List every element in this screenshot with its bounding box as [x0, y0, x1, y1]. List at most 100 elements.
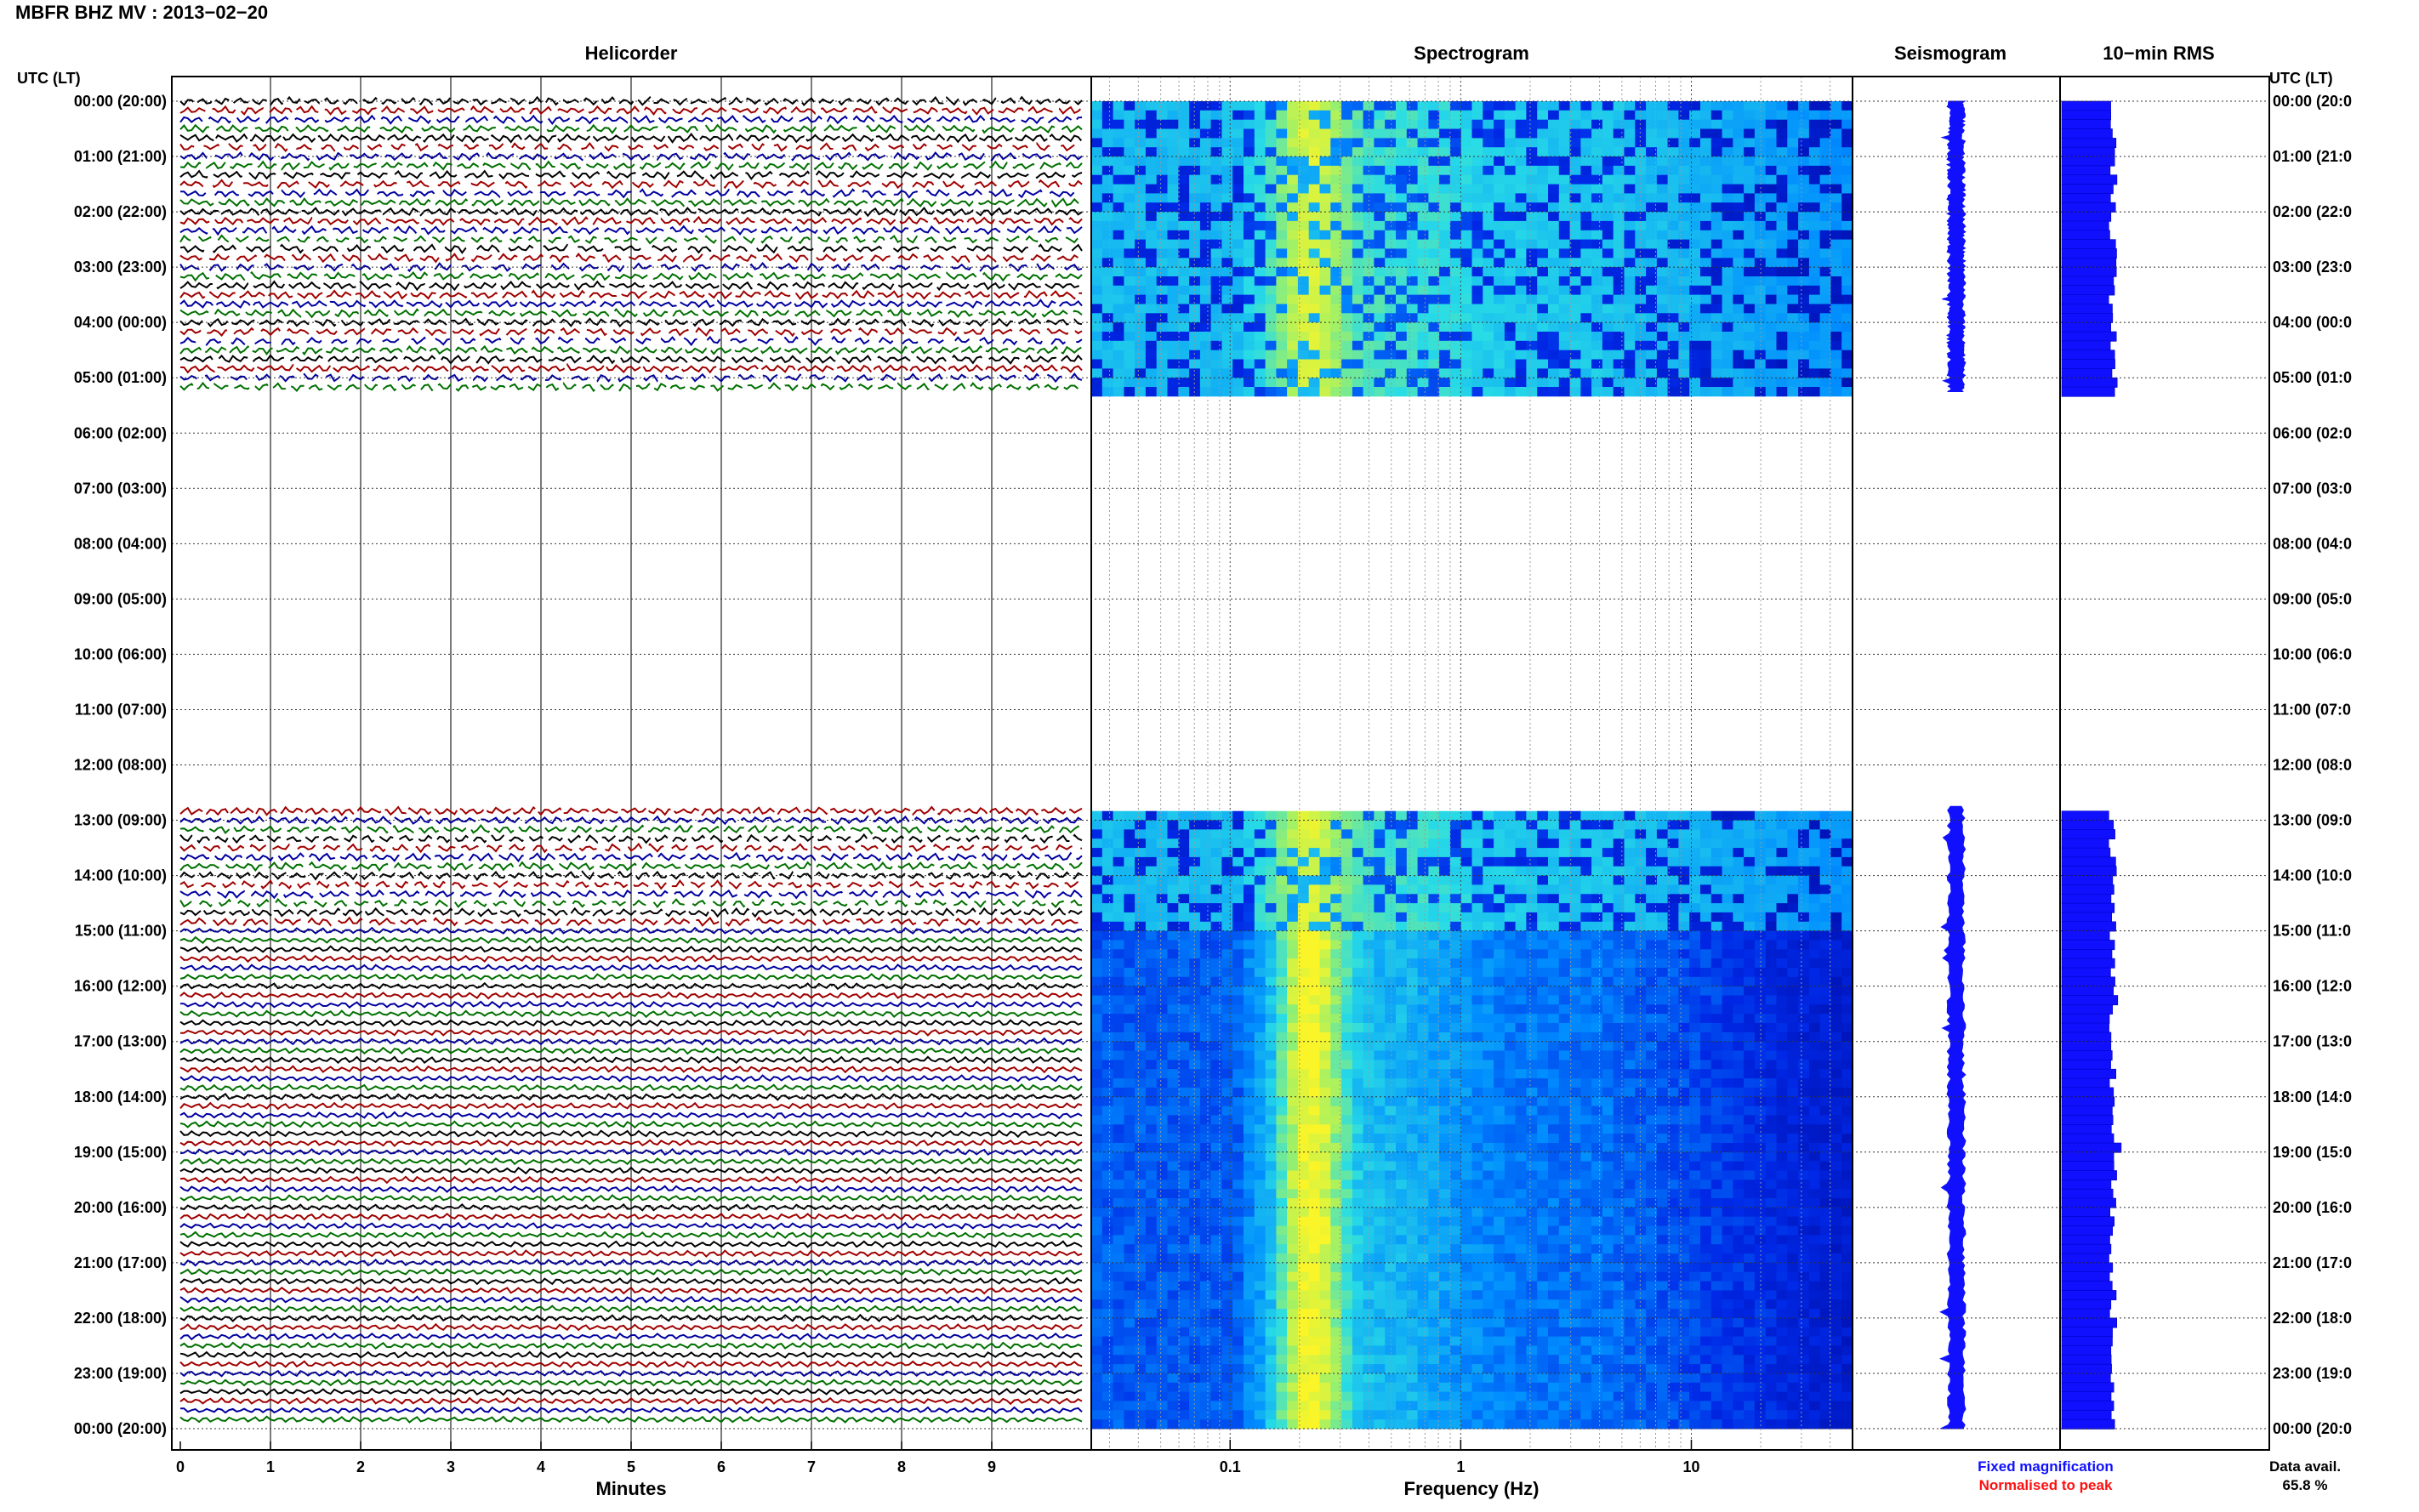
- spectrogram-cell: [1210, 128, 1222, 139]
- spectrogram-cell: [1101, 1004, 1114, 1015]
- spectrogram-cell: [1494, 968, 1505, 978]
- spectrogram-cell: [1830, 230, 1842, 241]
- spectrogram-cell: [1254, 829, 1266, 839]
- spectrogram-cell: [1537, 313, 1549, 323]
- spectrogram-cell: [1460, 1106, 1473, 1116]
- spectrogram-cell: [1656, 248, 1669, 259]
- spectrogram-cell: [1167, 1078, 1179, 1089]
- helicorder-trace: [179, 1019, 1083, 1027]
- spectrogram-cell: [1341, 128, 1353, 139]
- spectrogram-cell: [1385, 119, 1397, 129]
- spectrogram-cell: [1101, 1050, 1114, 1060]
- spectrogram-cell: [1754, 820, 1767, 830]
- spectrogram-cell: [1667, 884, 1679, 895]
- spectrogram-cell: [1787, 856, 1799, 867]
- spectrogram-cell: [1710, 856, 1723, 867]
- spectrogram-cell: [1580, 1004, 1592, 1015]
- spectrogram-cell: [1526, 313, 1538, 323]
- spectrogram-cell: [1287, 350, 1299, 360]
- spectrogram-cell: [1591, 332, 1603, 342]
- spectrogram-cell: [1569, 101, 1581, 111]
- spectrogram-cell: [1178, 1124, 1190, 1134]
- spectrogram-cell: [1156, 239, 1169, 249]
- spectrogram-cell: [1178, 1134, 1190, 1144]
- spectrogram-cell: [1624, 820, 1636, 830]
- spectrogram-cell: [1178, 1014, 1190, 1024]
- spectrogram-cell: [1439, 220, 1451, 231]
- spectrogram-cell: [1744, 220, 1756, 231]
- spectrogram-cell: [1244, 1096, 1255, 1107]
- spectrogram-cell: [1265, 165, 1277, 176]
- spectrogram-cell: [1744, 968, 1756, 978]
- spectrogram-cell: [1635, 1078, 1647, 1089]
- spectrogram-cell: [1515, 174, 1527, 185]
- spectrogram-cell: [1613, 304, 1625, 314]
- spectrogram-cell: [1221, 894, 1233, 904]
- spectrogram-cell: [1798, 884, 1810, 895]
- spectrogram-cell: [1189, 322, 1201, 333]
- spectrogram-cell: [1624, 294, 1636, 304]
- spectrogram-cell: [1449, 1004, 1462, 1015]
- spectrogram-cell: [1744, 1060, 1756, 1070]
- spectrogram-cell: [1700, 912, 1712, 923]
- spectrogram-cell: [1287, 202, 1299, 213]
- spectrogram-cell: [1210, 202, 1222, 213]
- spectrogram-cell: [1830, 838, 1842, 849]
- spectrogram-cell: [1374, 1096, 1386, 1107]
- spectrogram-cell: [1254, 884, 1266, 895]
- spectrogram-cell: [1754, 968, 1767, 978]
- spectrogram-cell: [1787, 332, 1799, 342]
- spectrogram-cell: [1124, 340, 1136, 351]
- spectrogram-cell: [1287, 1134, 1299, 1144]
- spectrogram-cell: [1156, 838, 1169, 849]
- spectrogram-cell: [1471, 1069, 1483, 1079]
- spectrogram-cell: [1504, 1106, 1517, 1116]
- spectrogram-cell: [1156, 1124, 1169, 1134]
- spectrogram-cell: [1656, 184, 1669, 194]
- spectrogram-cell: [1646, 903, 1658, 913]
- spectrogram-cell: [1722, 165, 1733, 176]
- spectrogram-cell: [1602, 921, 1614, 932]
- spectrogram-cell: [1156, 138, 1169, 148]
- spectrogram-cell: [1504, 193, 1517, 203]
- spectrogram-cell: [1483, 958, 1494, 969]
- spectrogram-cell: [1210, 248, 1222, 259]
- spectrogram-cell: [1744, 332, 1756, 342]
- spectrogram-cell: [1417, 1115, 1429, 1125]
- spectrogram-cell: [1787, 258, 1799, 268]
- spectrogram-cell: [1558, 138, 1571, 148]
- spectrogram-cell: [1689, 239, 1701, 249]
- spectrogram-cell: [1776, 1106, 1788, 1116]
- spectrogram-cell: [1841, 894, 1853, 904]
- spectrogram-cell: [1232, 368, 1244, 378]
- spectrogram-cell: [1417, 949, 1429, 959]
- spectrogram-cell: [1710, 1124, 1723, 1134]
- spectrogram-cell: [1830, 387, 1842, 397]
- spectrogram-cell: [1352, 101, 1364, 111]
- spectrogram-cell: [1678, 1151, 1690, 1162]
- spectrogram-cell: [1754, 838, 1767, 849]
- spectrogram-cell: [1700, 313, 1712, 323]
- spectrogram-cell: [1635, 930, 1647, 941]
- spectrogram-cell: [1624, 958, 1636, 969]
- spectrogram-cell: [1244, 875, 1255, 885]
- spectrogram-cell: [1439, 378, 1451, 388]
- spectrogram-cell: [1526, 1078, 1538, 1089]
- spectrogram-cell: [1646, 949, 1658, 959]
- spectrogram-cell: [1754, 220, 1767, 231]
- spectrogram-cell: [1635, 829, 1647, 839]
- spectrogram-cell: [1504, 147, 1517, 157]
- spectrogram-cell: [1287, 378, 1299, 388]
- spectrogram-cell: [1646, 1060, 1658, 1070]
- spectrogram-cell: [1341, 1014, 1353, 1024]
- spectrogram-cell: [1330, 958, 1342, 969]
- helicorder-trace: [179, 1387, 1083, 1396]
- spectrogram-cell: [1580, 838, 1592, 849]
- spectrogram-cell: [1754, 995, 1767, 1005]
- spectrogram-cell: [1537, 267, 1549, 277]
- spectrogram-cell: [1787, 1069, 1799, 1079]
- spectrogram-cell: [1156, 1106, 1169, 1116]
- spectrogram-cell: [1591, 810, 1603, 821]
- spectrogram-cell: [1276, 193, 1288, 203]
- spectrogram-cell: [1602, 838, 1614, 849]
